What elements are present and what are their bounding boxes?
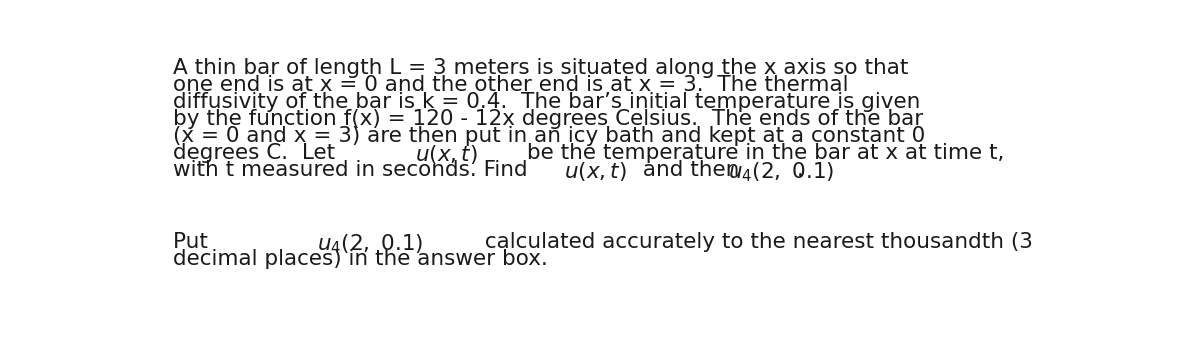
Text: diffusivity of the bar is k = 0.4.  The bar’s initial temperature is given: diffusivity of the bar is k = 0.4. The b… — [173, 92, 920, 112]
Text: decimal places) in the answer box.: decimal places) in the answer box. — [173, 249, 548, 269]
Text: .: . — [797, 160, 804, 180]
Text: $u_4(2,  0.1)$: $u_4(2, 0.1)$ — [317, 233, 424, 256]
Text: be the temperature in the bar at x at time t,: be the temperature in the bar at x at ti… — [521, 143, 1004, 163]
Text: $u(x, t)$: $u(x, t)$ — [415, 143, 478, 166]
Text: A thin bar of length L = 3 meters is situated along the x axis so that: A thin bar of length L = 3 meters is sit… — [173, 58, 908, 78]
Text: (x = 0 and x = 3) are then put in an icy bath and kept at a constant 0: (x = 0 and x = 3) are then put in an icy… — [173, 126, 925, 146]
Text: degrees C.  Let: degrees C. Let — [173, 143, 342, 163]
Text: $u(x, t)$: $u(x, t)$ — [564, 160, 628, 183]
Text: and then: and then — [636, 160, 746, 180]
Text: $u_4(2,  0.1)$: $u_4(2, 0.1)$ — [728, 160, 835, 184]
Text: with t measured in seconds. Find: with t measured in seconds. Find — [173, 160, 535, 180]
Text: Put: Put — [173, 233, 215, 252]
Text: one end is at x = 0 and the other end is at x = 3.  The thermal: one end is at x = 0 and the other end is… — [173, 75, 848, 95]
Text: calculated accurately to the nearest thousandth (3: calculated accurately to the nearest tho… — [478, 233, 1033, 252]
Text: by the function f(x) = 120 - 12x degrees Celsius.  The ends of the bar: by the function f(x) = 120 - 12x degrees… — [173, 109, 924, 129]
